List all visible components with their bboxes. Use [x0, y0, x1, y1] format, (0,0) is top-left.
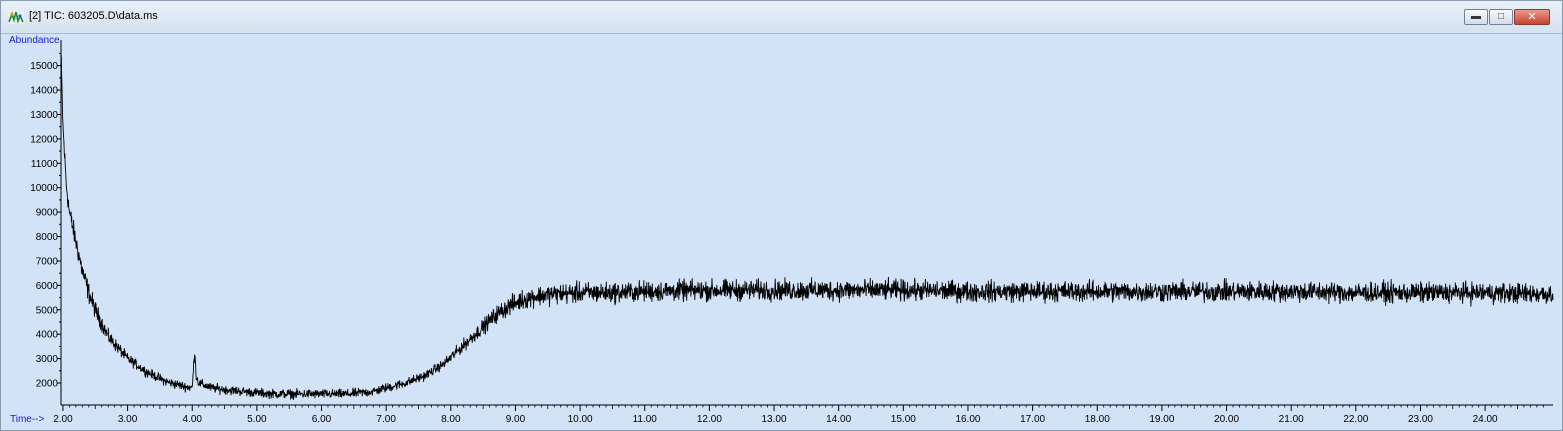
x-tick-label: 10.00 [568, 414, 593, 425]
restore-button[interactable]: □ [1489, 9, 1513, 25]
x-tick-label: 14.00 [826, 414, 851, 425]
chromatogram-icon [8, 10, 24, 24]
x-tick-label: 17.00 [1020, 414, 1045, 425]
close-icon: ✕ [1527, 11, 1537, 23]
y-tick-label: 12000 [30, 134, 58, 145]
y-tick-label: 6000 [36, 281, 59, 292]
x-tick-label: 15.00 [891, 414, 916, 425]
y-tick-label: 3000 [36, 354, 59, 365]
close-button[interactable]: ✕ [1514, 9, 1550, 25]
x-tick-label: 11.00 [633, 414, 658, 425]
y-tick-label: 2000 [36, 379, 59, 390]
y-axis-title: Abundance [9, 35, 60, 46]
x-tick-label: 4.00 [182, 414, 202, 425]
x-tick-label: 9.00 [506, 414, 526, 425]
tic-trace [60, 52, 1554, 400]
x-tick-label: 12.00 [697, 414, 722, 425]
title-bar[interactable]: [2] TIC: 603205.D\data.ms ▬ □ ✕ [1, 1, 1562, 34]
x-tick-label: 19.00 [1149, 414, 1174, 425]
x-tick-label: 24.00 [1473, 414, 1498, 425]
minimize-icon: ▬ [1471, 11, 1481, 22]
x-axis-title: Time--> [10, 414, 45, 425]
y-tick-label: 11000 [31, 159, 59, 170]
y-tick-label: 8000 [36, 232, 59, 243]
chromatogram-plot-area: Abundance Time--> 2000 3000 4000 5000 6000 70… [1, 34, 1562, 430]
x-tick-label: 23.00 [1408, 414, 1433, 425]
x-tick-label: 3.00 [118, 414, 138, 425]
x-tick-label: 20.00 [1214, 414, 1239, 425]
x-tick-label: 13.00 [762, 414, 787, 425]
minimize-button[interactable]: ▬ [1464, 9, 1488, 25]
x-tick-label: 21.00 [1279, 414, 1304, 425]
x-tick-label: 16.00 [955, 414, 980, 425]
y-tick-label: 13000 [30, 110, 58, 121]
window-title: [2] TIC: 603205.D\data.ms [29, 10, 158, 22]
y-tick-label: 14000 [30, 86, 58, 97]
restore-icon: □ [1497, 11, 1505, 22]
y-tick-label: 15000 [30, 61, 58, 72]
y-tick-label: 9000 [36, 208, 59, 219]
x-axis: 2.00 3.00 4.00 5.00 6.00 7.00 8.00 9.00 10.00 11.… [53, 404, 1553, 425]
x-tick-label: 6.00 [312, 414, 332, 425]
x-tick-label: 5.00 [247, 414, 267, 425]
y-tick-label: 5000 [36, 305, 59, 316]
x-tick-label: 8.00 [441, 414, 461, 425]
x-tick-label: 2.00 [53, 414, 73, 425]
y-tick-label: 10000 [30, 183, 58, 194]
y-axis: 2000 3000 4000 5000 6000 7000 8000 9000 10000 110… [30, 40, 62, 405]
x-tick-label: 18.00 [1085, 414, 1110, 425]
window-controls: ▬ □ ✕ [1464, 9, 1550, 26]
y-tick-label: 4000 [36, 330, 59, 341]
chromatogram-chart: Abundance Time--> 2000 3000 4000 5000 6000 70… [9, 35, 1554, 425]
x-tick-label: 7.00 [376, 414, 396, 425]
x-tick-label: 22.00 [1343, 414, 1368, 425]
y-tick-label: 7000 [36, 256, 59, 267]
